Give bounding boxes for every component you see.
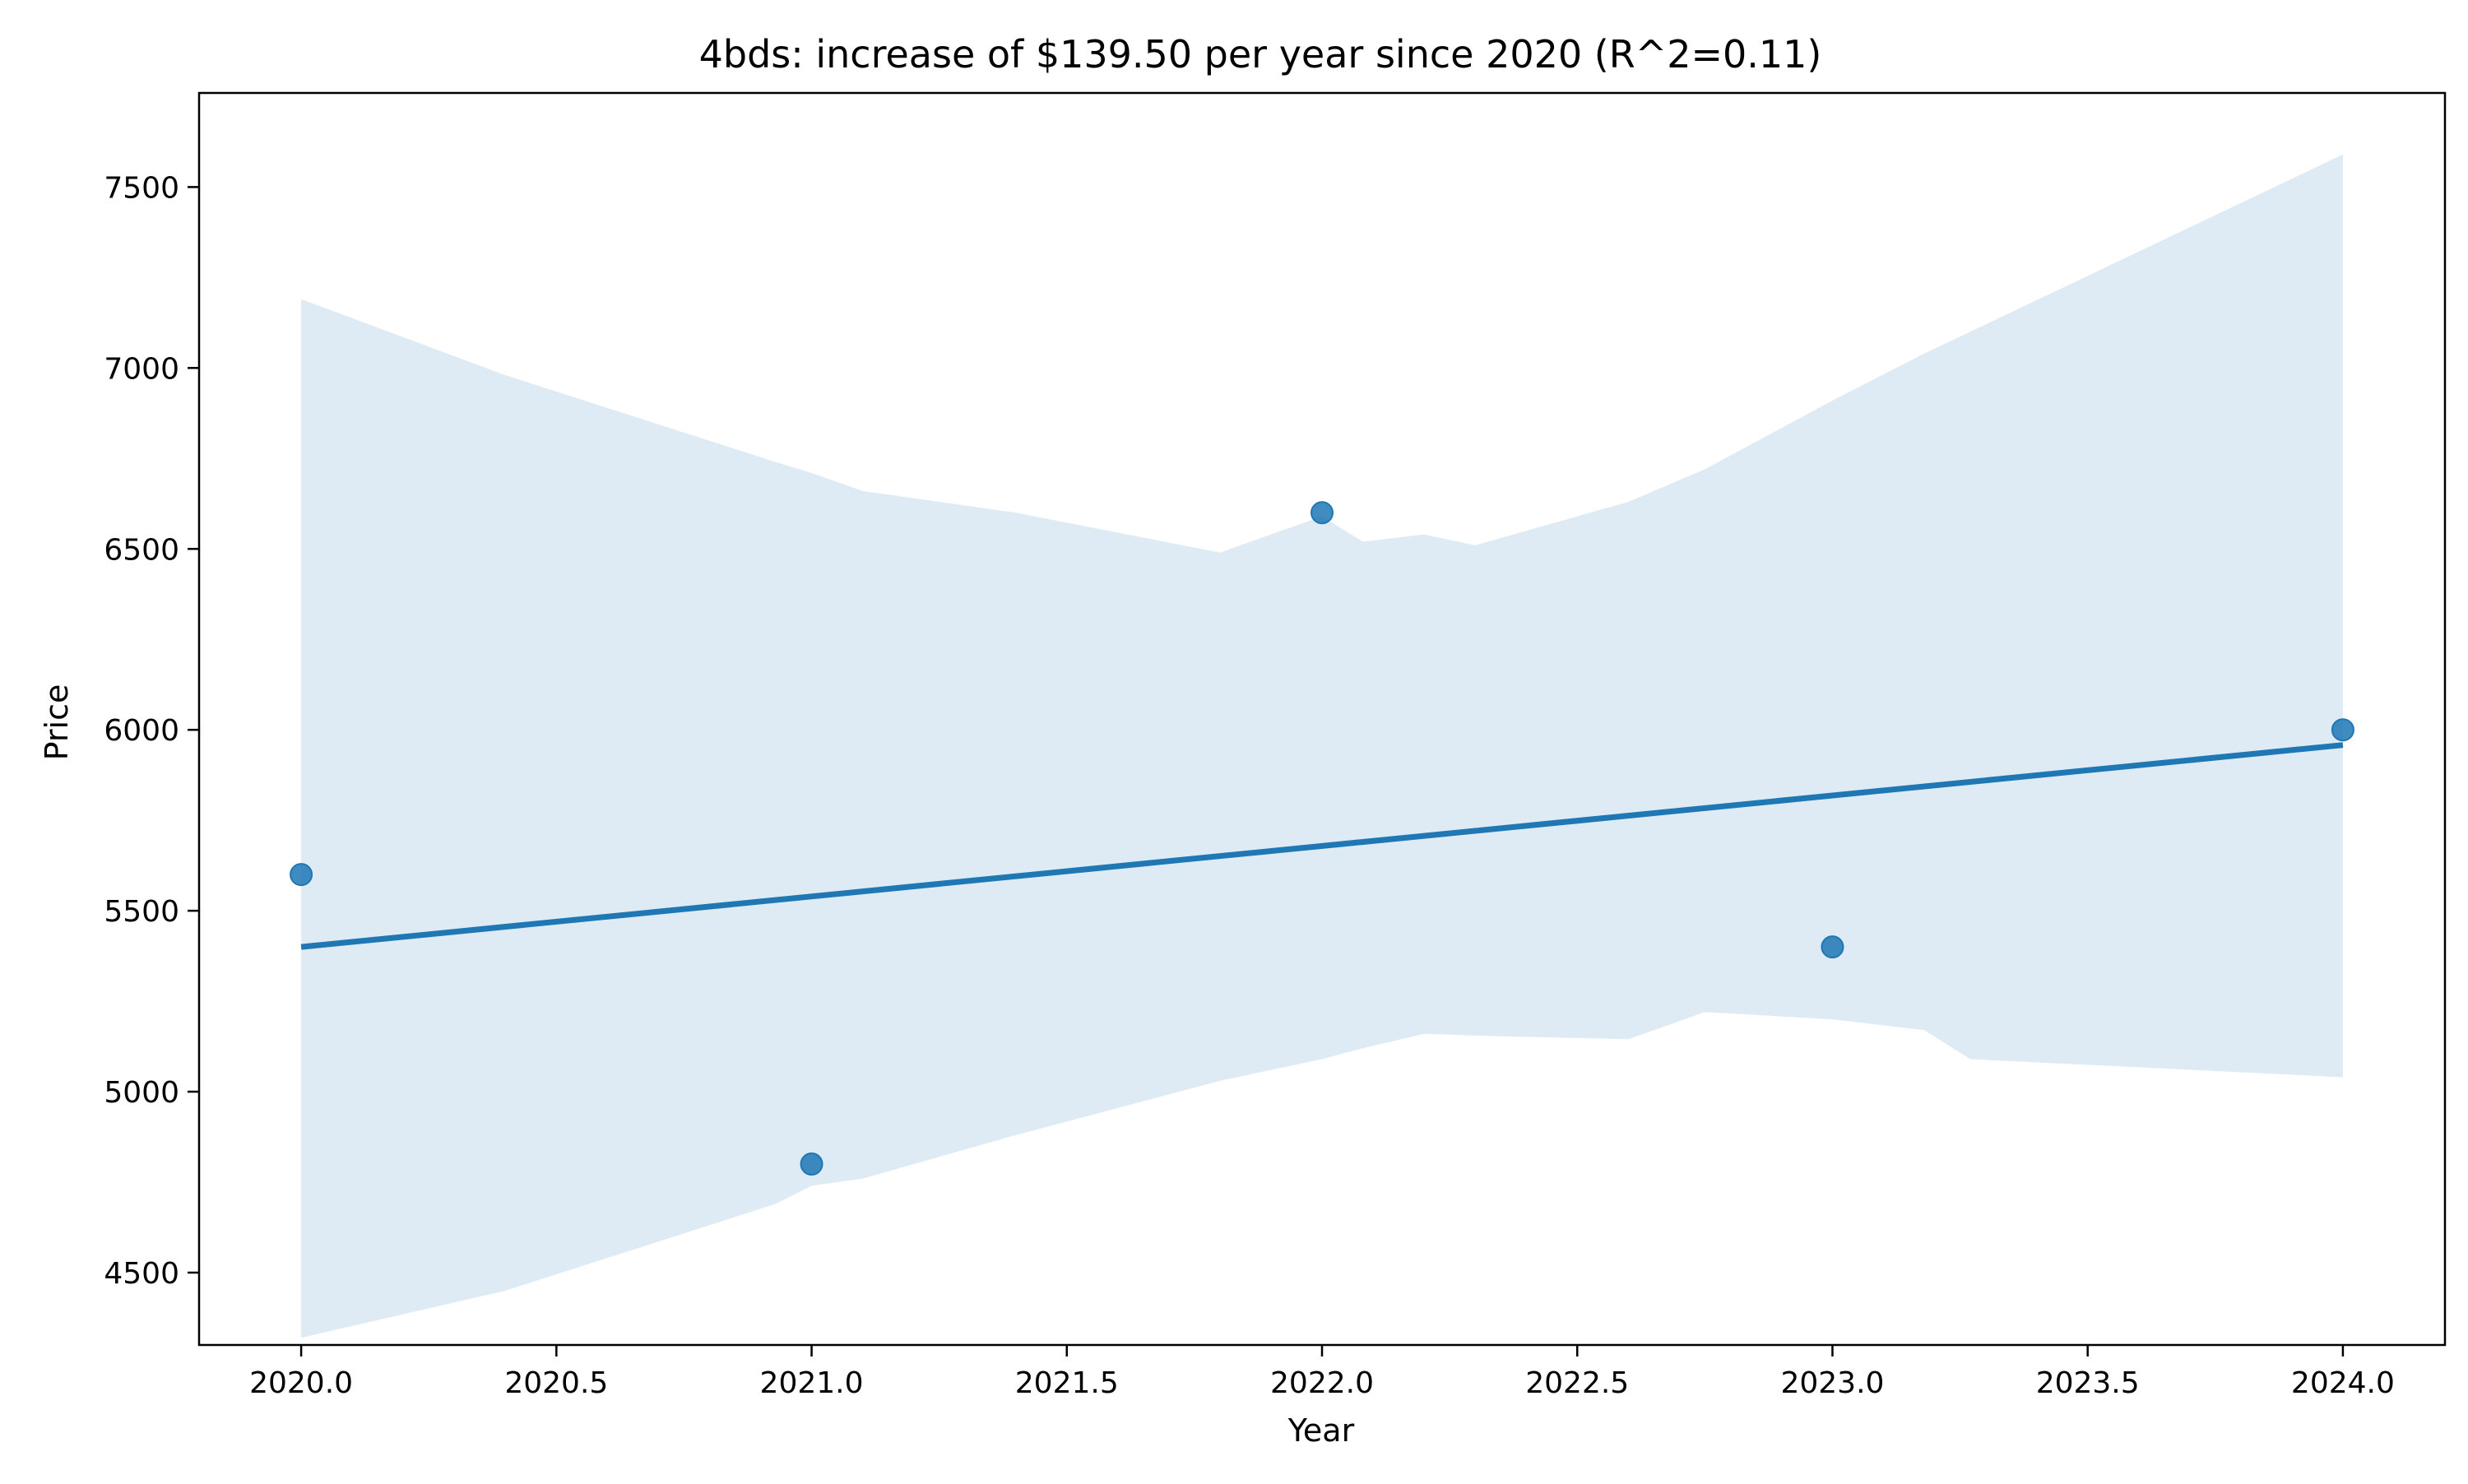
- y-tick-label: 7500: [104, 171, 179, 205]
- x-axis-ticks: 2020.0 2020.5 2021.0 2021.5 2022.0 2022.5 2023…: [249, 1345, 2395, 1400]
- chart-title: 4bds: increase of $139.50 per year since…: [699, 32, 1822, 77]
- data-point: [800, 1152, 823, 1176]
- confidence-band-layer: [301, 154, 2343, 1338]
- data-point: [1311, 501, 1334, 525]
- y-tick-label: 5500: [104, 895, 179, 929]
- x-tick-label: 2022.5: [1525, 1366, 1629, 1400]
- y-axis-label: Price: [39, 684, 75, 761]
- data-point: [2331, 718, 2354, 742]
- x-tick-label: 2022.0: [1270, 1366, 1374, 1400]
- x-tick-label: 2023.5: [2036, 1366, 2140, 1400]
- confidence-band: [301, 154, 2343, 1338]
- y-tick-label: 7000: [104, 352, 179, 386]
- x-tick-label: 2023.0: [1780, 1366, 1884, 1400]
- data-point: [290, 863, 313, 887]
- y-tick-label: 5000: [104, 1076, 179, 1110]
- data-point: [1821, 935, 1844, 959]
- x-tick-label: 2020.0: [249, 1366, 353, 1400]
- y-tick-label: 4500: [104, 1257, 179, 1291]
- regression-line: [300, 742, 2344, 950]
- y-axis-ticks: 4500 5000 5500 6000 6500 7000 7500: [104, 171, 199, 1291]
- data-points-layer: [290, 501, 2354, 1176]
- x-tick-label: 2021.0: [760, 1366, 864, 1400]
- x-axis-label: Year: [1287, 1412, 1355, 1449]
- y-tick-label: 6500: [104, 533, 179, 567]
- x-tick-label: 2024.0: [2291, 1366, 2395, 1400]
- regression-line-layer: [300, 742, 2344, 950]
- x-tick-label: 2021.5: [1015, 1366, 1119, 1400]
- x-tick-label: 2020.5: [504, 1366, 608, 1400]
- y-tick-label: 6000: [104, 714, 179, 748]
